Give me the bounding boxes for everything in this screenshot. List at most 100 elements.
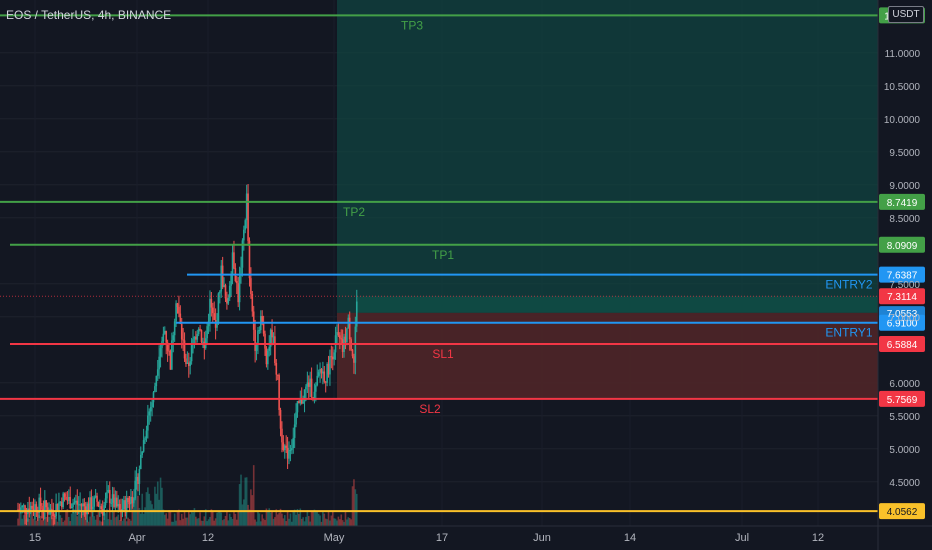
volume-bar	[219, 510, 221, 526]
candle-body	[306, 382, 309, 387]
volume-bar	[20, 511, 22, 526]
candle-body	[344, 336, 347, 343]
volume-bar	[275, 509, 278, 526]
candle-body	[231, 252, 234, 274]
candle-body	[92, 506, 94, 510]
candle-body	[220, 265, 223, 292]
volume-bar	[189, 514, 192, 526]
volume-bar	[293, 509, 296, 526]
y-tick-label: 7.0000	[889, 313, 920, 324]
candle-body	[52, 512, 55, 517]
volume-bar	[89, 516, 91, 526]
candle-body	[131, 496, 134, 504]
volume-bar	[192, 512, 194, 526]
volume-bar	[268, 508, 271, 526]
candle-body	[182, 339, 184, 341]
volume-bar	[281, 513, 283, 526]
candle-body	[274, 336, 276, 363]
candle-body	[94, 495, 97, 498]
price-tag-bg	[879, 193, 925, 210]
volume-bar	[316, 511, 319, 526]
volume-bar	[272, 518, 275, 526]
volume-bar	[28, 518, 31, 526]
volume-bar	[51, 515, 53, 526]
candle-body	[346, 328, 348, 343]
candle-body	[209, 298, 211, 322]
candle-body	[235, 281, 238, 284]
volume-bar	[178, 509, 180, 526]
y-tick-label: 10.0000	[884, 115, 921, 126]
y-tick-label: 8.5000	[889, 214, 920, 225]
candle-body	[149, 407, 152, 412]
candle-body	[303, 389, 306, 402]
volume-bar	[354, 489, 357, 526]
candle-body	[309, 378, 311, 387]
volume-bar	[172, 521, 175, 526]
volume-bar	[289, 513, 292, 526]
volume-bar	[216, 512, 218, 526]
volume-bar	[169, 511, 172, 526]
volume-bar	[291, 521, 293, 526]
volume-bar	[135, 477, 138, 526]
volume-bar	[80, 514, 83, 526]
candle-body	[110, 502, 112, 504]
candle-body	[331, 356, 334, 360]
price-tag: 4.0562	[887, 507, 918, 518]
volume-bar	[350, 519, 352, 526]
volume-bar	[240, 474, 242, 526]
candle-body	[60, 501, 63, 508]
volume-bar	[271, 511, 273, 526]
candle-body	[333, 352, 335, 360]
candle-body	[79, 504, 81, 506]
candle-body	[86, 503, 88, 515]
volume-bar	[38, 515, 40, 526]
volume-bar	[176, 512, 179, 526]
volume-bar	[125, 521, 128, 526]
candle-body	[302, 401, 304, 404]
y-tick-label: 6.0000	[889, 379, 920, 390]
volume-bar	[340, 514, 343, 526]
volume-bar	[124, 508, 127, 526]
volume-bar	[31, 509, 33, 526]
volume-bar	[262, 518, 265, 526]
volume-bar	[168, 510, 170, 526]
candle-body	[298, 401, 300, 404]
candle-body	[172, 335, 175, 341]
candle-body	[128, 502, 131, 505]
candle-body	[339, 335, 341, 339]
volume-bar	[62, 521, 64, 526]
candle-body	[90, 497, 93, 510]
candle-body	[319, 368, 321, 373]
candle-body	[336, 332, 338, 336]
candle-body	[195, 336, 197, 340]
candle-body	[180, 323, 183, 340]
x-tick-label: Jun	[533, 532, 551, 544]
volume-bar	[185, 517, 187, 526]
currency-button[interactable]: USDT	[888, 6, 924, 23]
candle-body	[69, 497, 72, 509]
level-label-entry2: ENTRY2	[825, 278, 872, 292]
volume-bar	[195, 516, 197, 526]
volume-bar	[27, 518, 29, 526]
candle-body	[238, 276, 241, 303]
candle-body	[200, 330, 203, 342]
volume-bar	[197, 518, 200, 526]
candle-body	[66, 499, 69, 501]
volume-bar	[45, 516, 48, 526]
volume-bar	[83, 511, 86, 526]
candle-body	[226, 298, 228, 304]
candle-body	[175, 303, 177, 322]
candle-body	[130, 496, 132, 505]
volume-bar	[110, 519, 112, 526]
candle-body	[316, 375, 319, 386]
volume-bar	[336, 520, 338, 526]
volume-bar	[75, 512, 77, 526]
candle-body	[351, 349, 354, 357]
volume-bar	[149, 500, 152, 526]
candle-body	[32, 508, 35, 511]
candle-body	[39, 497, 42, 506]
candle-body	[62, 493, 64, 508]
volume-bar	[155, 493, 158, 526]
